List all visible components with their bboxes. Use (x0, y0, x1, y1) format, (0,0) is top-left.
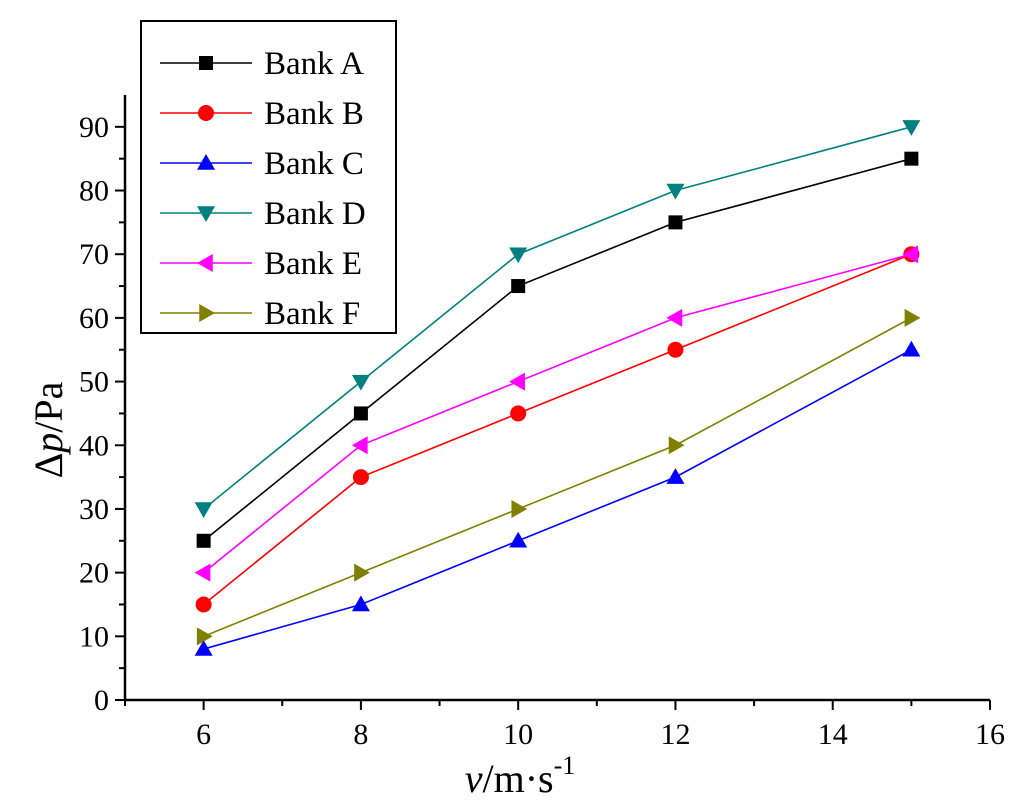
axes: 0 10 20 30 40 50 60 70 80 90 6 8 10 12 14 16 (79, 95, 1005, 751)
data-point (904, 308, 921, 327)
y-tick-label: 60 (79, 302, 109, 335)
legend: Bank A Bank B Bank C Bank D Bank E Bank F (140, 20, 397, 334)
data-point (195, 596, 212, 613)
legend-label: Bank D (264, 196, 366, 232)
data-point (194, 502, 213, 518)
data-point (510, 405, 527, 422)
y-tick-label: 90 (79, 111, 109, 144)
y-tick-label: 0 (94, 684, 109, 717)
legend-marker (199, 56, 213, 70)
legend-item-bank-a: Bank A (160, 46, 364, 82)
legend-label: Bank B (264, 96, 364, 132)
legend-box (140, 20, 397, 334)
data-point (666, 308, 683, 327)
legend-marker (197, 254, 213, 272)
data-point (353, 406, 368, 421)
legend-marker (199, 304, 215, 322)
data-point (511, 499, 528, 518)
y-tick-label: 80 (79, 175, 109, 208)
y-tick-label: 10 (79, 620, 109, 653)
data-point (196, 533, 211, 548)
series-bank-f (196, 308, 921, 646)
series-bank-a (196, 151, 919, 548)
legend-item-bank-b: Bank B (160, 96, 364, 132)
x-tick-label: 14 (818, 718, 848, 751)
data-point (351, 436, 368, 455)
series-layer (194, 120, 921, 656)
series-line (203, 349, 912, 650)
y-tick-label: 70 (79, 238, 109, 271)
legend-item-bank-f: Bank F (160, 296, 360, 332)
legend-marker (197, 206, 215, 222)
data-point (667, 341, 684, 358)
data-point (509, 531, 528, 548)
x-tick-label: 10 (503, 718, 533, 751)
legend-item-bank-d: Bank D (160, 196, 366, 232)
legend-label: Bank E (264, 246, 362, 282)
data-point (666, 183, 685, 200)
legend-item-bank-e: Bank E (160, 246, 362, 282)
x-tick-label: 6 (196, 718, 211, 751)
data-point (668, 436, 685, 455)
x-tick-label: 8 (353, 718, 368, 751)
legend-label: Bank C (264, 146, 364, 182)
data-point (196, 627, 213, 646)
x-axis-title: v/m·s-1 (465, 751, 576, 801)
x-tick-label: 12 (660, 718, 690, 751)
data-point (902, 340, 921, 357)
legend-marker (197, 154, 215, 170)
data-point (351, 374, 370, 391)
y-tick-label: 50 (79, 366, 109, 399)
data-point (354, 563, 370, 582)
data-point (904, 151, 919, 166)
y-tick-label: 30 (79, 493, 109, 526)
data-point (511, 279, 526, 294)
legend-label: Bank F (264, 296, 360, 332)
data-point (668, 215, 683, 230)
data-point (194, 563, 211, 582)
data-point (509, 247, 528, 264)
series-bank-e (194, 245, 919, 582)
series-bank-c (194, 340, 921, 656)
data-point (902, 245, 919, 264)
data-point (194, 640, 213, 656)
legend-marker (198, 105, 214, 121)
data-point (352, 469, 369, 486)
y-tick-label: 20 (79, 557, 109, 590)
data-point (509, 372, 525, 391)
legend-item-bank-c: Bank C (160, 146, 364, 182)
y-axis-title: Δp/Pa (26, 381, 71, 478)
data-point (666, 468, 685, 484)
y-tick-label: 40 (79, 429, 109, 462)
legend-label: Bank A (264, 46, 364, 82)
series-bank-d (194, 120, 921, 518)
data-point (902, 120, 921, 136)
data-point (351, 595, 370, 612)
x-tick-label: 16 (975, 718, 1005, 751)
